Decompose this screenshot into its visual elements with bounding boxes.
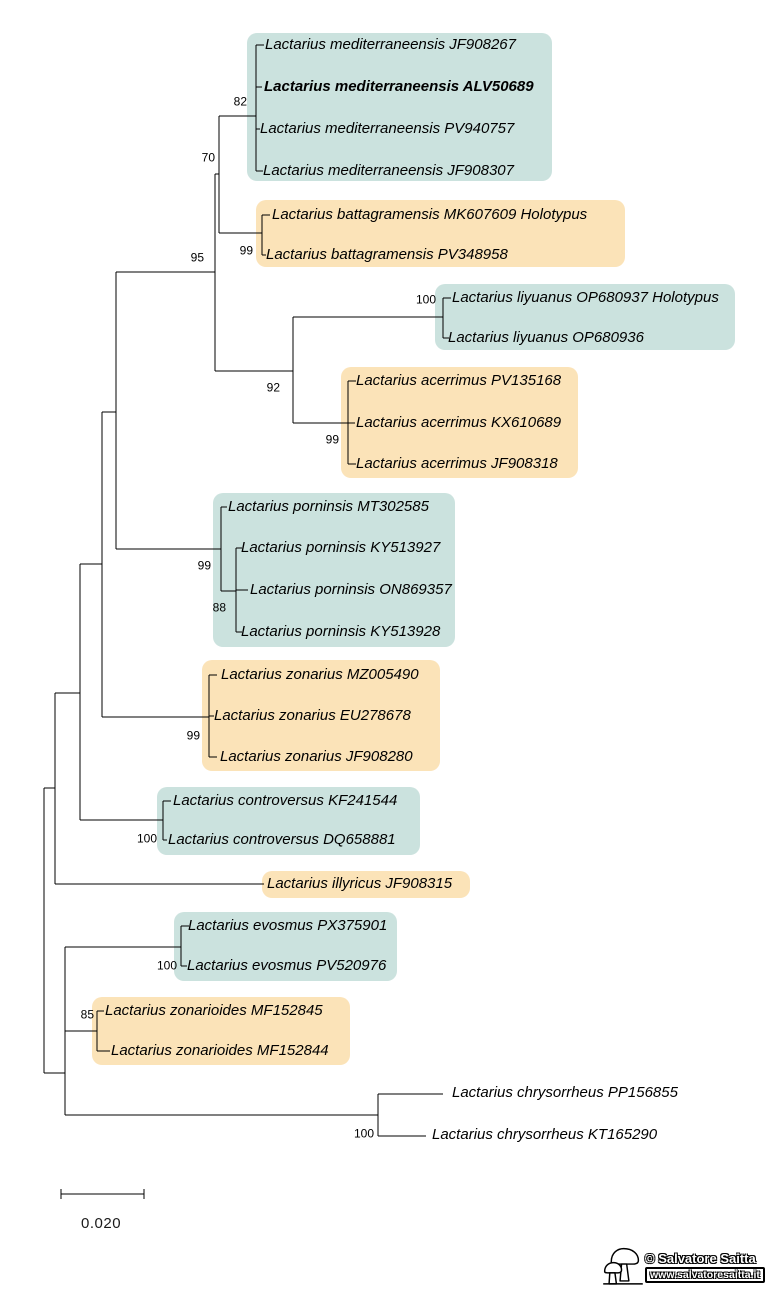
taxon-label: Lactarius controversus KF241544 xyxy=(173,792,398,809)
clade-box-controversus xyxy=(157,787,420,855)
taxon-label: Lactarius porninsis KY513928 xyxy=(241,623,441,640)
bootstrap-value: 70 xyxy=(201,150,215,165)
taxon-label: Lactarius acerrimus JF908318 xyxy=(356,455,558,472)
bootstrap-value: 99 xyxy=(186,728,200,743)
clade-box-porninsis xyxy=(213,493,455,647)
taxon-label: Lactarius liyuanus OP680937 Holotypus xyxy=(452,289,719,306)
bootstrap-value: 100 xyxy=(415,292,436,307)
bootstrap-value: 100 xyxy=(156,958,177,973)
taxon-label: Lactarius mediterraneensis ALV50689 xyxy=(264,78,534,95)
clade-box-acerrimus xyxy=(341,367,578,478)
taxon-label: Lactarius zonarius EU278678 xyxy=(214,707,411,724)
taxon-label: Lactarius battagramensis MK607609 Holoty… xyxy=(272,206,588,223)
taxon-label: Lactarius liyuanus OP680936 xyxy=(448,329,644,346)
bootstrap-value: 99 xyxy=(325,432,339,447)
bootstrap-value: 99 xyxy=(239,243,253,258)
taxon-label: Lactarius zonarioides MF152845 xyxy=(105,1002,323,1019)
taxon-label: Lactarius battagramensis PV348958 xyxy=(266,246,508,263)
clade-box-zonarius xyxy=(202,660,440,771)
taxon-label: Lactarius chrysorrheus KT165290 xyxy=(432,1126,658,1143)
mushroom-logo-icon xyxy=(603,1247,643,1285)
bootstrap-value: 95 xyxy=(190,250,204,265)
clade-box-zonarioides xyxy=(92,997,350,1065)
taxon-label: Lactarius porninsis KY513927 xyxy=(241,539,441,556)
bootstrap-value: 92 xyxy=(266,380,280,395)
branches-path xyxy=(43,44,451,1137)
clade-box-liyuanus xyxy=(435,284,735,350)
taxon-label: Lactarius chrysorrheus PP156855 xyxy=(452,1084,678,1101)
scale-bar xyxy=(60,1189,145,1199)
taxon-label: Lactarius evosmus PX375901 xyxy=(188,917,388,934)
taxon-label: Lactarius zonarioides MF152844 xyxy=(111,1042,329,1059)
bootstrap-value: 99 xyxy=(197,558,211,573)
taxon-label: Lactarius acerrimus KX610689 xyxy=(356,414,562,431)
taxon-label: Lactarius mediterraneensis JF908267 xyxy=(265,36,516,53)
taxon-label: Lactarius mediterraneensis JF908307 xyxy=(263,162,514,179)
bootstrap-value: 100 xyxy=(136,831,157,846)
clade-box-mediterraneensis xyxy=(247,33,552,181)
bootstrap-value: 82 xyxy=(233,94,247,109)
taxon-label: Lactarius controversus DQ658881 xyxy=(168,831,396,848)
taxon-label: Lactarius zonarius MZ005490 xyxy=(221,666,419,683)
taxon-label: Lactarius porninsis MT302585 xyxy=(228,498,429,515)
taxon-label: Lactarius zonarius JF908280 xyxy=(220,748,413,765)
watermark-website: www.salvatoresaitta.it xyxy=(645,1267,765,1283)
taxon-label: Lactarius acerrimus PV135168 xyxy=(356,372,562,389)
bootstrap-value: 85 xyxy=(80,1007,94,1022)
bootstrap-value: 100 xyxy=(353,1126,374,1141)
taxon-label: Lactarius illyricus JF908315 xyxy=(267,875,453,892)
clade-box-illyricus xyxy=(262,871,470,898)
taxon-label: Lactarius mediterraneensis PV940757 xyxy=(260,120,515,137)
clade-box-evosmus xyxy=(174,912,397,981)
watermark: © Salvatore Saitta www.salvatoresaitta.i… xyxy=(601,1244,765,1290)
watermark-copyright: © Salvatore Saitta xyxy=(645,1251,756,1266)
taxon-label: Lactarius evosmus PV520976 xyxy=(187,957,387,974)
bootstrap-value: 88 xyxy=(212,600,226,615)
scale-bar-label: 0.020 xyxy=(81,1215,122,1232)
taxon-label: Lactarius porninsis ON869357 xyxy=(250,581,452,598)
clade-box-battagramensis xyxy=(256,200,625,267)
